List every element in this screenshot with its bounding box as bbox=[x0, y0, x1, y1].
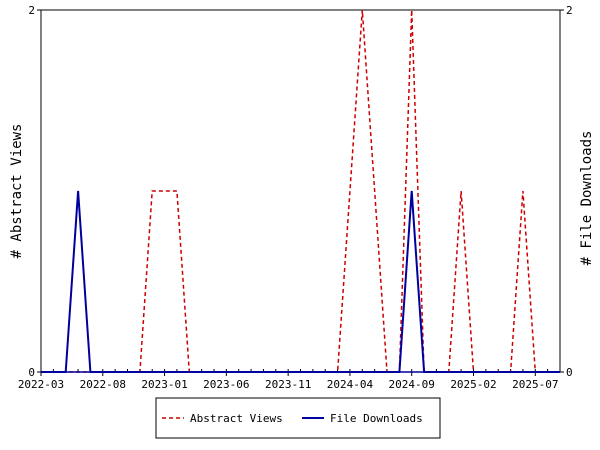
legend-label-abstract-views: Abstract Views bbox=[190, 412, 283, 425]
y-axis-ticks: 0 2 0 2 bbox=[28, 4, 572, 379]
legend-label-file-downloads: File Downloads bbox=[330, 412, 423, 425]
x-tick-label: 2023-06 bbox=[203, 378, 249, 391]
y-axis-left-title: # Abstract Views bbox=[9, 124, 25, 259]
series-line-abstract-views bbox=[41, 9, 560, 373]
y-axis-right-title: # File Downloads bbox=[579, 131, 595, 266]
x-tick-label: 2023-11 bbox=[265, 378, 311, 391]
y-right-tick-label: 2 bbox=[566, 4, 573, 17]
plot-border bbox=[40, 9, 561, 373]
x-tick-label: 2025-07 bbox=[512, 378, 558, 391]
x-axis-ticks: 2022-03 2022-08 2023-01 2023-06 2023-11 2024-… bbox=[18, 369, 561, 391]
y-left-tick-label: 2 bbox=[28, 4, 35, 17]
plot-area bbox=[40, 9, 561, 373]
legend-box bbox=[155, 397, 441, 439]
x-tick-label: 2024-04 bbox=[327, 378, 374, 391]
x-tick-label: 2024-09 bbox=[389, 378, 435, 391]
legend: Abstract Views File Downloads bbox=[155, 397, 441, 439]
x-tick-label: 2022-08 bbox=[80, 378, 126, 391]
y-left-tick-label: 0 bbox=[28, 366, 35, 379]
x-tick-label: 2025-02 bbox=[450, 378, 496, 391]
y-right-tick-label: 0 bbox=[566, 366, 573, 379]
x-tick-label: 2022-03 bbox=[18, 378, 64, 391]
series-line-file-downloads bbox=[41, 190, 560, 373]
series-layer bbox=[41, 9, 560, 373]
x-tick-label: 2023-01 bbox=[141, 378, 187, 391]
